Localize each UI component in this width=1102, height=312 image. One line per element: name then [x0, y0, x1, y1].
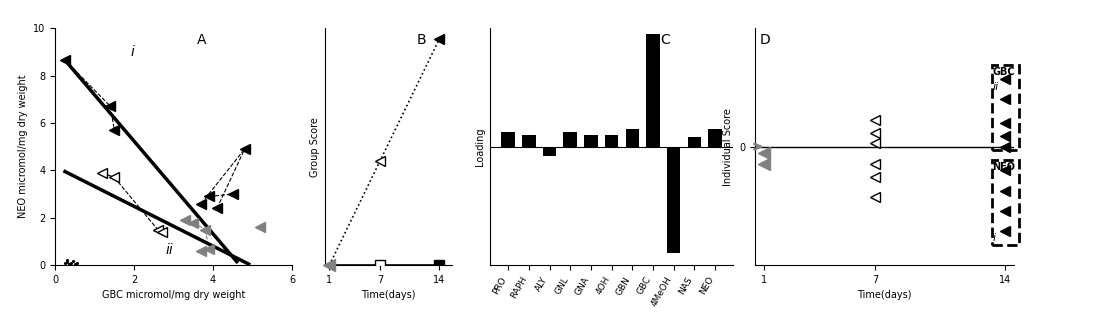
Text: A: A: [197, 33, 207, 47]
Bar: [501, 132, 515, 147]
Bar: [992, 65, 1019, 150]
Text: D: D: [760, 33, 770, 47]
Y-axis label: Loading: Loading: [475, 127, 485, 166]
Text: ii: ii: [993, 82, 998, 92]
X-axis label: Time(days): Time(days): [361, 290, 415, 300]
Text: ii: ii: [165, 243, 173, 257]
Text: i: i: [993, 233, 996, 243]
Bar: [626, 129, 639, 147]
Text: C: C: [660, 33, 670, 47]
Text: i: i: [130, 45, 134, 59]
Bar: [709, 129, 722, 147]
Bar: [605, 135, 618, 147]
Bar: [584, 135, 597, 147]
Bar: [543, 147, 557, 156]
Bar: [522, 135, 536, 147]
Y-axis label: Individual Score: Individual Score: [724, 108, 734, 186]
Text: B: B: [417, 33, 426, 47]
Bar: [667, 147, 680, 253]
Bar: [563, 132, 577, 147]
Y-axis label: Group Score: Group Score: [310, 117, 320, 177]
Bar: [992, 160, 1019, 245]
Text: NEO: NEO: [993, 162, 1016, 172]
Y-axis label: NEO micromol/mg dry weight: NEO micromol/mg dry weight: [18, 75, 28, 218]
Bar: [646, 34, 660, 147]
X-axis label: GBC micromol/mg dry weight: GBC micromol/mg dry weight: [101, 290, 246, 300]
Bar: [688, 137, 701, 147]
Text: GBC: GBC: [993, 67, 1015, 77]
X-axis label: Time(days): Time(days): [857, 290, 911, 300]
